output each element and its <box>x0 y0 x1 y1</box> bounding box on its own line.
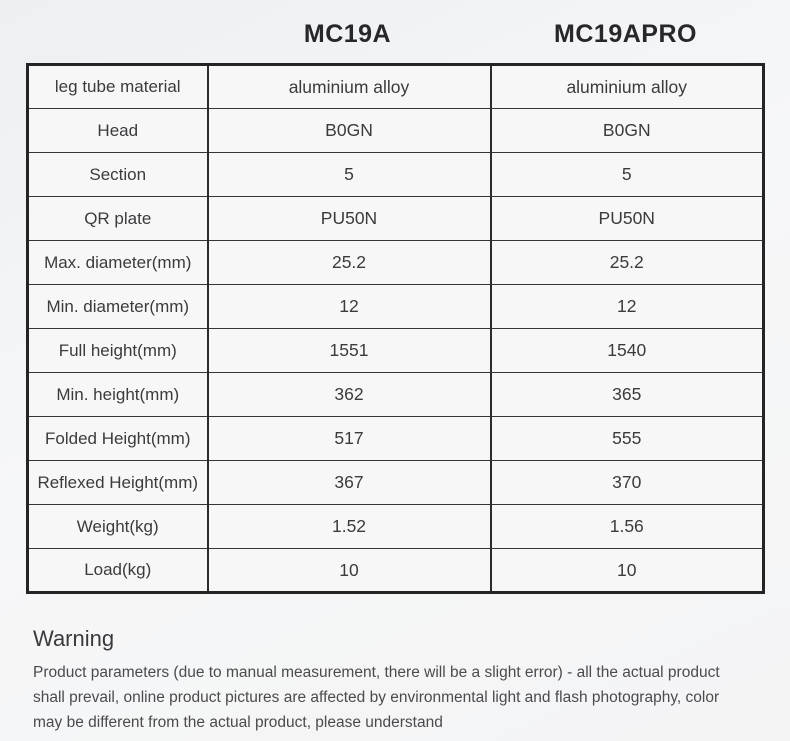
spec-row-label: Min. diameter(mm) <box>27 284 209 329</box>
spec-value-mc19apro: 1.56 <box>489 504 764 549</box>
header-spacer <box>26 20 206 49</box>
spec-table-row: QR plate PU50N PU50N <box>27 196 764 241</box>
spec-row-label: Load(kg) <box>27 548 209 593</box>
spec-table-row: leg tube material aluminium alloy aluminiu… <box>27 64 764 109</box>
spec-value-mc19apro: 370 <box>489 460 764 505</box>
spec-value-mc19a: 362 <box>206 372 492 417</box>
spec-table-row: Min. diameter(mm) 12 12 <box>27 284 764 329</box>
spec-value-mc19apro: 365 <box>489 372 764 417</box>
spec-row-label: Section <box>27 152 209 197</box>
spec-table-row: Head B0GN B0GN <box>27 108 764 153</box>
spec-row-label: QR plate <box>27 196 209 241</box>
column-header-mc19a: MC19A <box>303 20 392 48</box>
spec-value-mc19apro: 555 <box>489 416 764 461</box>
spec-table-row: Folded Height(mm) 517 555 <box>27 416 764 461</box>
spec-value-mc19a: 1.52 <box>206 504 492 549</box>
spec-value-mc19a: 367 <box>206 460 492 505</box>
spec-value-mc19a: B0GN <box>206 108 492 153</box>
spec-value-mc19a: 25.2 <box>206 240 492 285</box>
spec-table-row: Min. height(mm) 362 365 <box>27 372 764 417</box>
spec-value-mc19apro: B0GN <box>489 108 764 153</box>
warning-title: Warning <box>33 626 115 651</box>
spec-table: leg tube material aluminium alloy aluminiu… <box>26 63 765 594</box>
spec-row-label: Reflexed Height(mm) <box>27 460 209 505</box>
spec-row-label: Min. height(mm) <box>27 372 209 417</box>
spec-value-mc19a: 5 <box>206 152 492 197</box>
spec-row-label: Max. diameter(mm) <box>27 240 209 285</box>
spec-table-row: Full height(mm) 1551 1540 <box>27 328 764 373</box>
spec-row-label: Full height(mm) <box>27 328 209 373</box>
spec-table-row: Load(kg) 10 10 <box>27 548 764 593</box>
spec-value-mc19a: 1551 <box>206 328 492 373</box>
warning-body-text: Product parameters (due to manual measur… <box>33 664 720 731</box>
spec-row-label: Folded Height(mm) <box>27 416 209 461</box>
spec-value-mc19a: aluminium alloy <box>206 64 492 109</box>
spec-value-mc19apro: 10 <box>489 548 764 593</box>
spec-value-mc19apro: aluminium alloy <box>489 64 764 109</box>
spec-value-mc19apro: 1540 <box>489 328 764 373</box>
spec-row-label: leg tube material <box>27 64 209 109</box>
spec-value-mc19apro: 12 <box>489 284 764 329</box>
spec-value-mc19a: 12 <box>206 284 492 329</box>
spec-value-mc19a: 10 <box>206 548 492 593</box>
spec-value-mc19a: 517 <box>206 416 492 461</box>
spec-value-mc19apro: 25.2 <box>489 240 764 285</box>
spec-table-row: Max. diameter(mm) 25.2 25.2 <box>27 240 764 285</box>
spec-value-mc19apro: PU50N <box>489 196 764 241</box>
spec-table-row: Section 5 5 <box>27 152 764 197</box>
spec-value-mc19apro: 5 <box>489 152 764 197</box>
column-header-mc19apro: MC19APRO <box>554 20 697 48</box>
warning-section: Warning Product parameters (due to manua… <box>33 626 745 735</box>
model-header-row: MC19A MC19APRO <box>26 20 762 49</box>
spec-value-mc19a: PU50N <box>206 196 492 241</box>
spec-table-row: Weight(kg) 1.52 1.56 <box>27 504 764 549</box>
spec-table-body: leg tube material aluminium alloy aluminiu… <box>27 64 764 593</box>
spec-row-label: Weight(kg) <box>27 504 209 549</box>
spec-row-label: Head <box>27 108 209 153</box>
spec-table-row: Reflexed Height(mm) 367 370 <box>27 460 764 505</box>
